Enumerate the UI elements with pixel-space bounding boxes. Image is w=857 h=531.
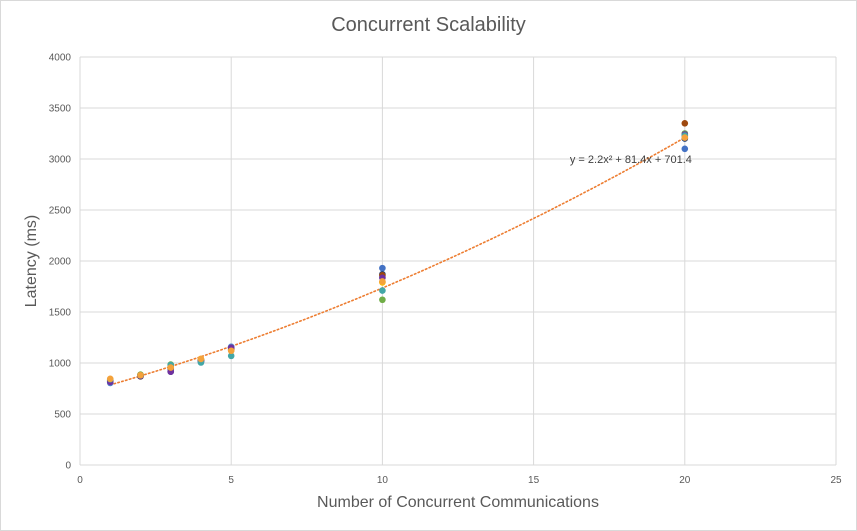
data-point xyxy=(167,364,175,371)
data-point xyxy=(137,371,144,379)
y-tick-label: 3000 xyxy=(49,155,72,166)
x-tick-label: 0 xyxy=(77,475,83,486)
y-tick-label: 1000 xyxy=(49,359,72,370)
x-tick-label: 25 xyxy=(830,475,842,486)
y-tick-label: 1500 xyxy=(49,308,72,319)
data-point xyxy=(379,296,386,304)
data-point xyxy=(197,355,205,363)
chart-title: Concurrent Scalability xyxy=(331,14,526,36)
trendline-group xyxy=(109,136,686,386)
y-tick-label: 0 xyxy=(65,461,71,472)
data-point xyxy=(106,375,114,383)
y-tick-label: 2500 xyxy=(49,206,72,217)
data-point xyxy=(681,134,689,141)
x-tick-label: 15 xyxy=(528,475,540,486)
x-axis-label: Number of Concurrent Communications xyxy=(317,494,599,511)
x-tick-label: 5 xyxy=(228,475,234,486)
x-tick-label: 10 xyxy=(377,475,389,486)
trendline xyxy=(109,136,686,386)
data-point xyxy=(681,120,689,127)
y-tick-label: 2000 xyxy=(49,257,72,268)
annotation-group: y = 2.2x² + 81.4x + 701.4 xyxy=(570,154,692,166)
y-tick-label: 4000 xyxy=(49,53,72,64)
data-point xyxy=(379,264,386,272)
gridlines xyxy=(79,56,837,466)
data-points xyxy=(106,120,689,387)
y-tick-label: 3500 xyxy=(49,104,72,115)
data-point xyxy=(379,287,386,294)
x-tick-label: 20 xyxy=(679,475,691,486)
tick-labels: 0 500 1000 1500 2000 2500 3000 3500 4000 0 5 10 15 20… xyxy=(49,53,842,487)
y-axis-label: Latency (ms) xyxy=(23,214,40,308)
data-point xyxy=(681,145,689,153)
data-point xyxy=(227,347,235,355)
y-tick-label: 500 xyxy=(54,410,71,421)
data-point xyxy=(227,352,235,360)
data-point xyxy=(379,278,386,285)
trendline-equation: y = 2.2x² + 81.4x + 701.4 xyxy=(570,154,692,166)
